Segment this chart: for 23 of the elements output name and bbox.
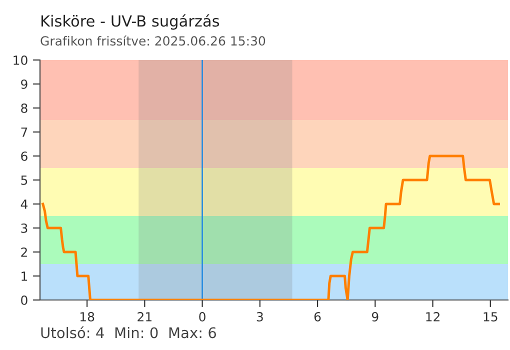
x-tick-label: 15 bbox=[484, 312, 498, 322]
x-tick-label: 18 bbox=[80, 312, 94, 322]
line-series bbox=[42, 154, 500, 300]
x-tick-label: 21 bbox=[138, 312, 152, 322]
x-tick-label: 3 bbox=[256, 312, 263, 322]
x-tick-label: 6 bbox=[314, 312, 321, 322]
y-tick-label: 5 bbox=[21, 176, 28, 185]
chart-subtitle: Grafikon frissítve: 2025.06.26 15:30 bbox=[40, 35, 266, 46]
y-tick-label: 6 bbox=[21, 151, 28, 161]
y-tick-label: 7 bbox=[21, 128, 28, 137]
x-tick-label: 12 bbox=[426, 312, 440, 322]
x-tick-label: 9 bbox=[372, 312, 378, 322]
chart-title: Kisköre - UV-B sugárzás bbox=[42, 14, 220, 30]
y-tick-label: 8 bbox=[21, 103, 28, 113]
text: Utolsó: 4 Min: 0 Max: 6 bbox=[41, 326, 216, 338]
y-tick-label: 3 bbox=[21, 223, 28, 233]
y-tick-label: 2 bbox=[21, 247, 27, 257]
y-tick-label: 1 bbox=[22, 272, 28, 281]
y-tick-label: 9 bbox=[21, 79, 28, 89]
y-tick-label: 10 bbox=[14, 55, 28, 65]
y-tick-label: 4 bbox=[20, 200, 28, 209]
y-tick-label: 0 bbox=[21, 295, 28, 305]
x-tick-label: 0 bbox=[199, 312, 206, 322]
